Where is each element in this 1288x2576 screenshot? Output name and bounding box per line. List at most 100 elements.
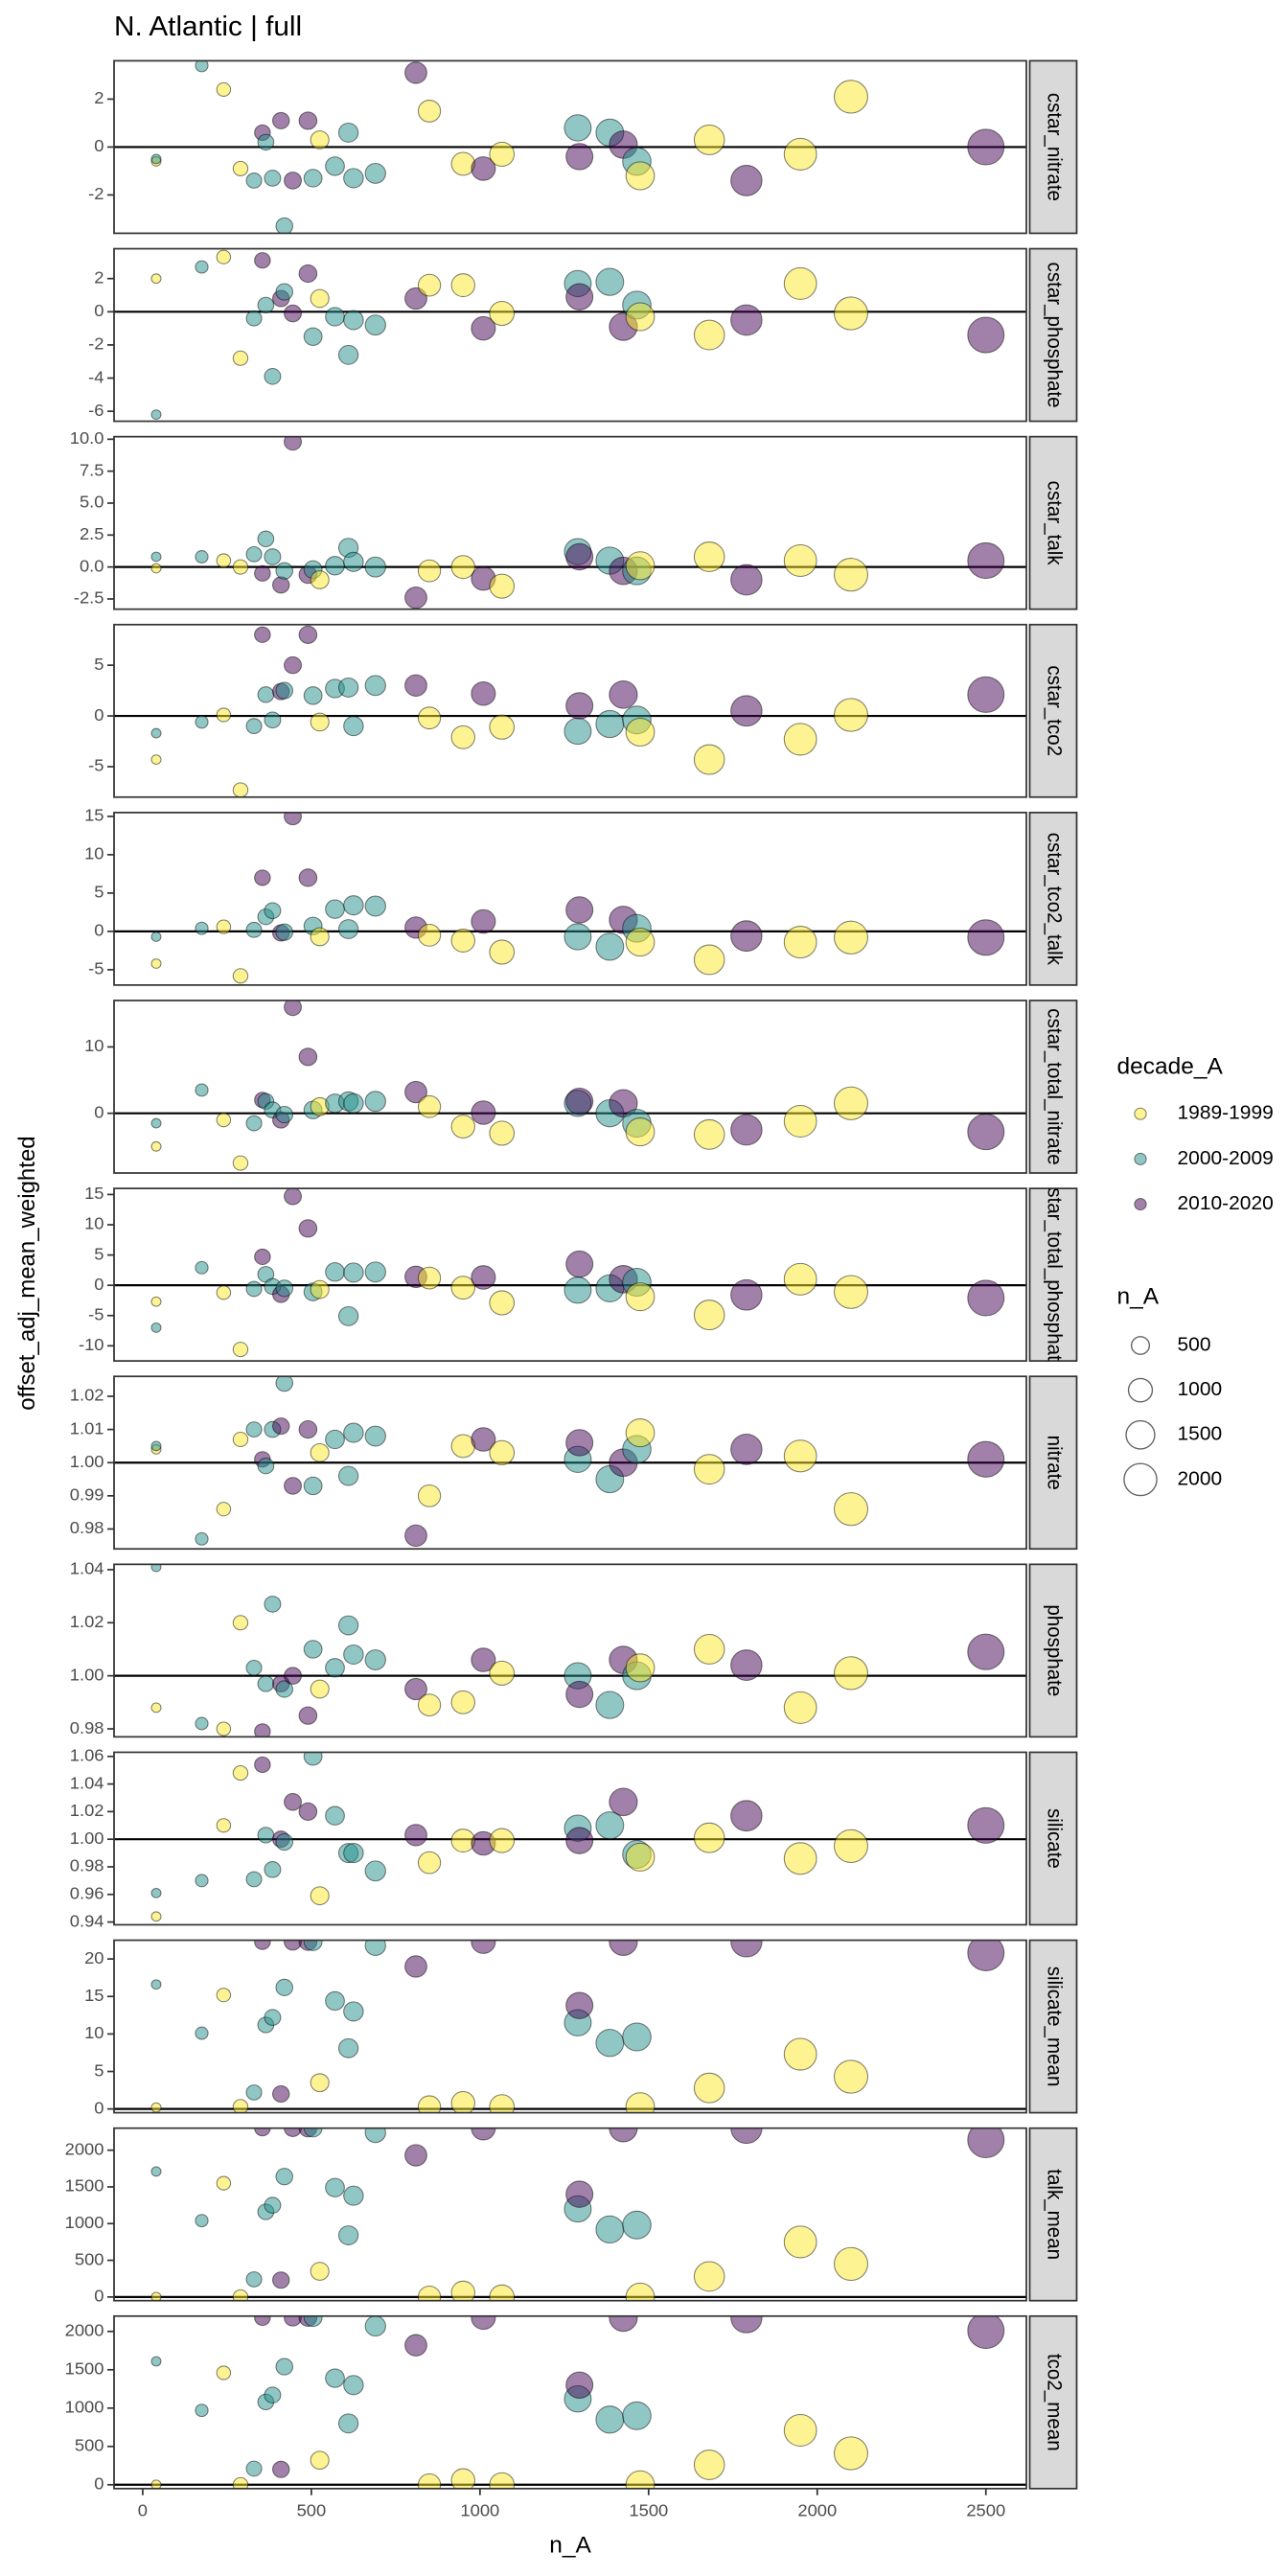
point <box>257 1827 275 1844</box>
x-tick-label: 0 <box>138 2501 148 2520</box>
point <box>622 2022 652 2052</box>
point <box>195 1260 209 1275</box>
strip <box>1028 812 1078 986</box>
panel-border <box>113 2127 1027 2302</box>
point <box>337 344 359 365</box>
point <box>471 1427 496 1452</box>
point <box>284 812 302 826</box>
point <box>489 300 516 327</box>
point <box>195 1716 209 1731</box>
strip-label: cstar_total_phosphate <box>1043 1178 1065 1371</box>
point <box>609 1089 638 1118</box>
point <box>245 2084 263 2101</box>
point <box>325 1806 345 1826</box>
y-axis-title: offset_adj_mean_weighted <box>14 1136 40 1410</box>
point <box>275 923 294 941</box>
y-tick-label: 0 <box>94 921 104 940</box>
panel-border <box>113 2314 1027 2490</box>
point <box>298 1706 318 1725</box>
point <box>343 1092 364 1114</box>
y-tick-label: 1.01 <box>70 1419 104 1438</box>
point <box>257 686 275 703</box>
y-tick-label: 0 <box>94 705 104 724</box>
point <box>150 2102 162 2113</box>
point <box>489 1120 516 1146</box>
point <box>343 310 364 331</box>
point <box>730 1114 763 1146</box>
strip-group: cstar_total_phosphate <box>1043 1178 1065 1371</box>
point <box>325 307 345 327</box>
point <box>364 1091 386 1113</box>
y-tick-label: 0.0 <box>80 557 104 576</box>
point <box>150 409 162 421</box>
point <box>232 2099 249 2113</box>
point <box>275 1105 294 1124</box>
point <box>216 249 232 264</box>
point <box>150 2291 162 2301</box>
point <box>783 2225 817 2259</box>
point <box>150 1979 162 1990</box>
point <box>565 692 594 720</box>
point <box>195 550 209 564</box>
strip-label: cstar_phosphate <box>1043 263 1065 408</box>
point <box>564 114 592 142</box>
point <box>216 919 232 934</box>
panel <box>114 1940 1026 2113</box>
legend-label: 1989-1999 <box>1177 1102 1273 1124</box>
point <box>693 2261 725 2292</box>
point <box>310 1886 330 1906</box>
point <box>284 1000 302 1017</box>
strip <box>1028 2127 1078 2302</box>
strip-group: cstar_total_nitrate <box>1043 1008 1065 1164</box>
strip-group: cstar_tco2_talk <box>1043 833 1065 966</box>
point <box>693 944 725 976</box>
point <box>489 573 516 599</box>
point <box>275 1978 294 1996</box>
point <box>303 327 323 346</box>
point <box>245 545 263 563</box>
point <box>195 2026 209 2040</box>
point <box>275 2358 294 2376</box>
point <box>325 156 345 176</box>
point <box>310 1279 330 1300</box>
point <box>337 2225 359 2245</box>
point <box>834 698 868 732</box>
strip <box>1028 1375 1078 1551</box>
point <box>471 1647 496 1672</box>
point <box>337 2037 359 2058</box>
y-tick-label: 0.99 <box>70 1485 104 1505</box>
point <box>364 895 386 917</box>
y-tick-label: 2.5 <box>80 524 104 543</box>
point <box>834 1828 868 1863</box>
strip <box>1028 1563 1078 1738</box>
y-tick-label: 1.02 <box>70 1612 104 1631</box>
point <box>450 273 475 298</box>
point <box>272 2085 290 2104</box>
point <box>967 1940 1005 1971</box>
point <box>216 1721 232 1736</box>
y-tick-label: 1.04 <box>70 1773 104 1792</box>
point <box>783 1262 817 1296</box>
strip-label: silicate <box>1043 1808 1065 1869</box>
panel <box>114 1188 1026 1358</box>
point <box>625 551 656 581</box>
point <box>417 100 442 123</box>
point <box>310 712 330 732</box>
point <box>693 541 725 572</box>
point <box>693 2450 725 2480</box>
y-tick-label: 1000 <box>65 2213 104 2232</box>
point <box>967 1633 1005 1670</box>
point <box>404 1524 427 1548</box>
strip-group: cstar_tco2 <box>1043 665 1065 756</box>
point <box>195 1083 209 1097</box>
point <box>325 2177 345 2197</box>
point <box>216 553 232 568</box>
point <box>216 1988 232 2003</box>
point <box>404 61 427 84</box>
point <box>450 2468 475 2489</box>
y-tick-label: 1.04 <box>70 1559 104 1578</box>
point <box>417 1094 442 1118</box>
point <box>417 2285 442 2301</box>
point <box>343 168 364 189</box>
